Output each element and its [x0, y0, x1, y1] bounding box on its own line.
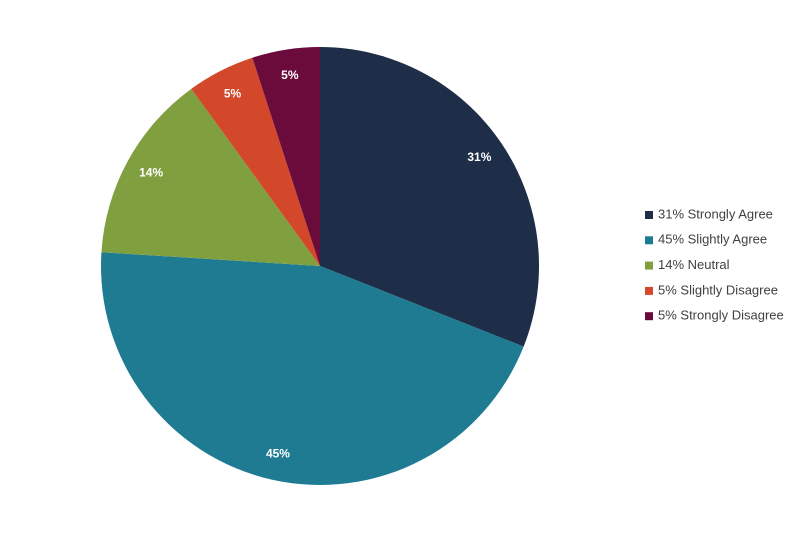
data-label: 45% — [266, 446, 290, 460]
legend-label: 14% Neutral — [658, 257, 730, 272]
data-label: 5% — [224, 86, 242, 100]
data-label: 5% — [281, 68, 299, 82]
legend-label: 5% Slightly Disagree — [658, 282, 778, 297]
legend-label: 31% Strongly Agree — [658, 206, 773, 221]
legend-swatch — [645, 312, 653, 321]
pie-slice — [252, 47, 320, 266]
data-label: 31% — [467, 150, 491, 164]
pie-slice — [191, 57, 320, 266]
legend-label: 45% Slightly Agree — [658, 232, 767, 247]
pie-slice — [320, 47, 539, 347]
pie-slice — [101, 88, 320, 266]
legend-swatch — [645, 211, 653, 219]
legend-swatch — [645, 286, 653, 295]
legend-swatch — [645, 261, 653, 270]
data-label: 14% — [139, 165, 163, 179]
pie-slice — [101, 252, 524, 485]
legend-label: 5% Strongly Disagree — [658, 308, 784, 323]
legend-swatch — [645, 236, 653, 245]
